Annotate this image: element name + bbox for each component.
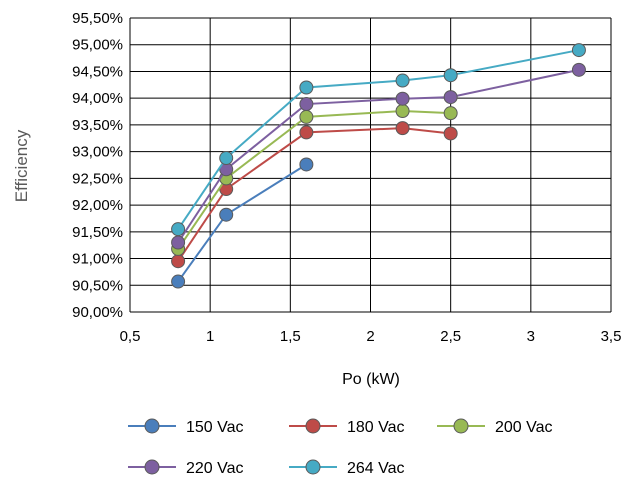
legend-marker — [305, 459, 321, 475]
series-line — [177, 49, 580, 230]
data-point — [443, 106, 458, 121]
x-tick-label: 3,5 — [601, 328, 622, 345]
y-tick-label: 92,00% — [72, 197, 123, 214]
data-point — [171, 274, 186, 289]
y-tick-label: 90,00% — [72, 304, 123, 321]
data-point — [299, 80, 314, 95]
y-axis-title: Efficiency — [12, 129, 31, 202]
series-line — [177, 127, 451, 262]
y-tick-label: 91,00% — [72, 251, 123, 268]
x-axis-title: Po (kW) — [342, 371, 400, 388]
x-tick-label: 2 — [366, 328, 374, 345]
y-tick-labels: 90,00% 90,50% 91,00% 91,50% 92,00% 92,50% 93,0… — [72, 10, 123, 321]
y-tick-label: 95,50% — [72, 10, 123, 27]
x-tick-label: 0,5 — [120, 328, 141, 345]
series-line — [177, 68, 580, 244]
data-point — [571, 43, 586, 58]
data-point — [571, 62, 586, 77]
y-tick-label: 93,00% — [72, 144, 123, 161]
x-tick-label: 3 — [527, 328, 535, 345]
y-tick-label: 93,50% — [72, 117, 123, 134]
series-2 — [171, 104, 458, 256]
x-tick-labels: 0,5 1 1,5 2 2,5 3 3,5 — [120, 328, 622, 345]
legend-marker — [305, 418, 321, 434]
x-tick-label: 1,5 — [280, 328, 301, 345]
data-point — [443, 68, 458, 83]
legend-marker — [144, 418, 160, 434]
series-4 — [171, 43, 586, 237]
series-1 — [171, 121, 458, 269]
legend-item: 264 Vac — [289, 459, 405, 477]
legend: 150 Vac 180 Vac 200 Vac 220 Vac 264 Vac — [128, 418, 553, 477]
y-tick-label: 91,50% — [72, 224, 123, 241]
legend-item: 180 Vac — [289, 418, 405, 436]
series-layer — [171, 43, 586, 289]
x-tick-label: 2,5 — [440, 328, 461, 345]
legend-item: 220 Vac — [128, 459, 244, 477]
series-3 — [171, 62, 586, 250]
data-point — [219, 151, 234, 166]
data-point — [171, 254, 186, 269]
data-point — [219, 207, 234, 222]
legend-label: 150 Vac — [186, 419, 244, 436]
data-point — [395, 73, 410, 88]
series-0 — [171, 157, 314, 289]
legend-marker — [453, 418, 469, 434]
legend-item: 150 Vac — [128, 418, 244, 436]
y-tick-label: 90,50% — [72, 277, 123, 294]
y-tick-label: 94,50% — [72, 63, 123, 80]
data-point — [299, 125, 314, 140]
data-point — [299, 97, 314, 112]
y-tick-label: 92,50% — [72, 170, 123, 187]
x-tick-label: 1 — [206, 328, 214, 345]
data-point — [443, 126, 458, 141]
data-point — [395, 91, 410, 106]
series-line — [177, 163, 307, 283]
data-point — [395, 121, 410, 136]
grid — [129, 17, 612, 313]
legend-marker — [144, 459, 160, 475]
legend-label: 220 Vac — [186, 460, 244, 477]
data-point — [171, 235, 186, 250]
data-point — [443, 90, 458, 105]
legend-item: 200 Vac — [437, 418, 553, 436]
legend-label: 200 Vac — [495, 419, 553, 436]
data-point — [395, 104, 410, 119]
y-tick-label: 95,00% — [72, 37, 123, 54]
data-point — [299, 157, 314, 172]
legend-label: 180 Vac — [347, 419, 405, 436]
data-point — [299, 109, 314, 124]
y-tick-label: 94,00% — [72, 90, 123, 107]
data-point — [171, 222, 186, 237]
legend-label: 264 Vac — [347, 460, 405, 477]
